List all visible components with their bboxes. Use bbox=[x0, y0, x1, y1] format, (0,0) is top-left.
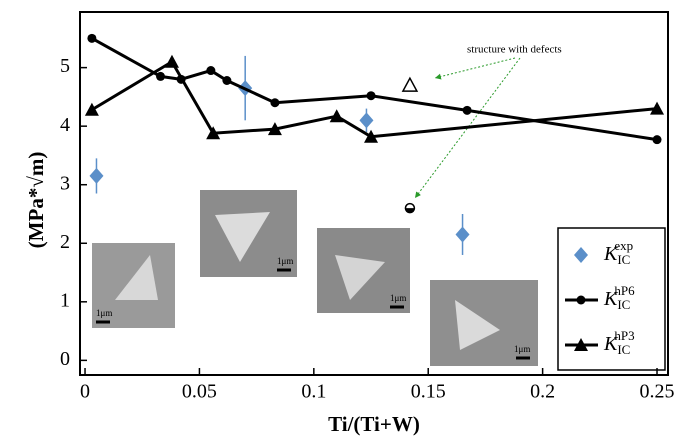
y-tick-label: 0 bbox=[60, 348, 70, 370]
diamond-marker bbox=[89, 168, 103, 184]
circle-marker bbox=[222, 76, 231, 85]
legend-marker bbox=[577, 296, 586, 305]
insets: 1μm 1μm 1μm 1μm bbox=[92, 190, 538, 366]
annotation: structure with defects bbox=[467, 44, 562, 56]
diamond-marker bbox=[456, 226, 470, 242]
circle-marker bbox=[87, 34, 96, 43]
legend-sub: IC bbox=[617, 252, 630, 267]
x-tick-label: 0.1 bbox=[301, 381, 326, 403]
triangle-marker bbox=[85, 103, 99, 116]
defect-circle bbox=[405, 204, 414, 213]
y-tick-label: 4 bbox=[60, 114, 70, 136]
defect-triangle bbox=[403, 78, 417, 91]
annotation-arrow bbox=[435, 58, 515, 78]
scale-label: 1μm bbox=[390, 293, 406, 303]
y-tick-label: 3 bbox=[60, 172, 70, 194]
x-tick-label: 0.05 bbox=[182, 381, 217, 403]
y-tick-label: 5 bbox=[60, 55, 70, 77]
legend-label: KIChP3 bbox=[603, 328, 635, 357]
y-tick-label: 1 bbox=[60, 289, 70, 311]
legend-sub: IC bbox=[617, 342, 630, 357]
circle-marker bbox=[156, 72, 165, 81]
legend-sub: IC bbox=[617, 297, 630, 312]
x-tick-label: 0.15 bbox=[411, 381, 446, 403]
series-line bbox=[92, 38, 657, 139]
legend-label: KICexp bbox=[603, 238, 633, 267]
legend-label: KIChP6 bbox=[603, 283, 635, 312]
page: {"chart_data": { "type": "scatter", "x_l… bbox=[0, 0, 676, 439]
x-tick-label: 0 bbox=[80, 381, 90, 403]
circle-marker bbox=[270, 98, 279, 107]
diamond-marker bbox=[359, 112, 373, 128]
scale-label: 1μm bbox=[277, 256, 293, 266]
scale-label: 1μm bbox=[96, 308, 112, 318]
legend-sup: hP3 bbox=[614, 328, 634, 343]
legend-sup: exp bbox=[614, 238, 633, 253]
legend-sup: hP6 bbox=[614, 283, 635, 298]
triangle-marker bbox=[165, 55, 179, 68]
x-tick-label: 0.25 bbox=[640, 381, 675, 403]
y-tick-label: 2 bbox=[60, 231, 70, 253]
circle-marker bbox=[463, 106, 472, 115]
circle-marker bbox=[367, 91, 376, 100]
circle-marker bbox=[653, 135, 662, 144]
scale-label: 1μm bbox=[514, 344, 530, 354]
y-axis-label: (MPa*√m) bbox=[24, 152, 48, 249]
chart: Ti/(Ti+W) (MPa*√m) 1μm 1μm 1μm 1μm struc… bbox=[0, 0, 676, 439]
x-axis-label: Ti/(Ti+W) bbox=[328, 412, 420, 436]
x-tick-label: 0.2 bbox=[530, 381, 555, 403]
circle-marker bbox=[206, 66, 215, 75]
